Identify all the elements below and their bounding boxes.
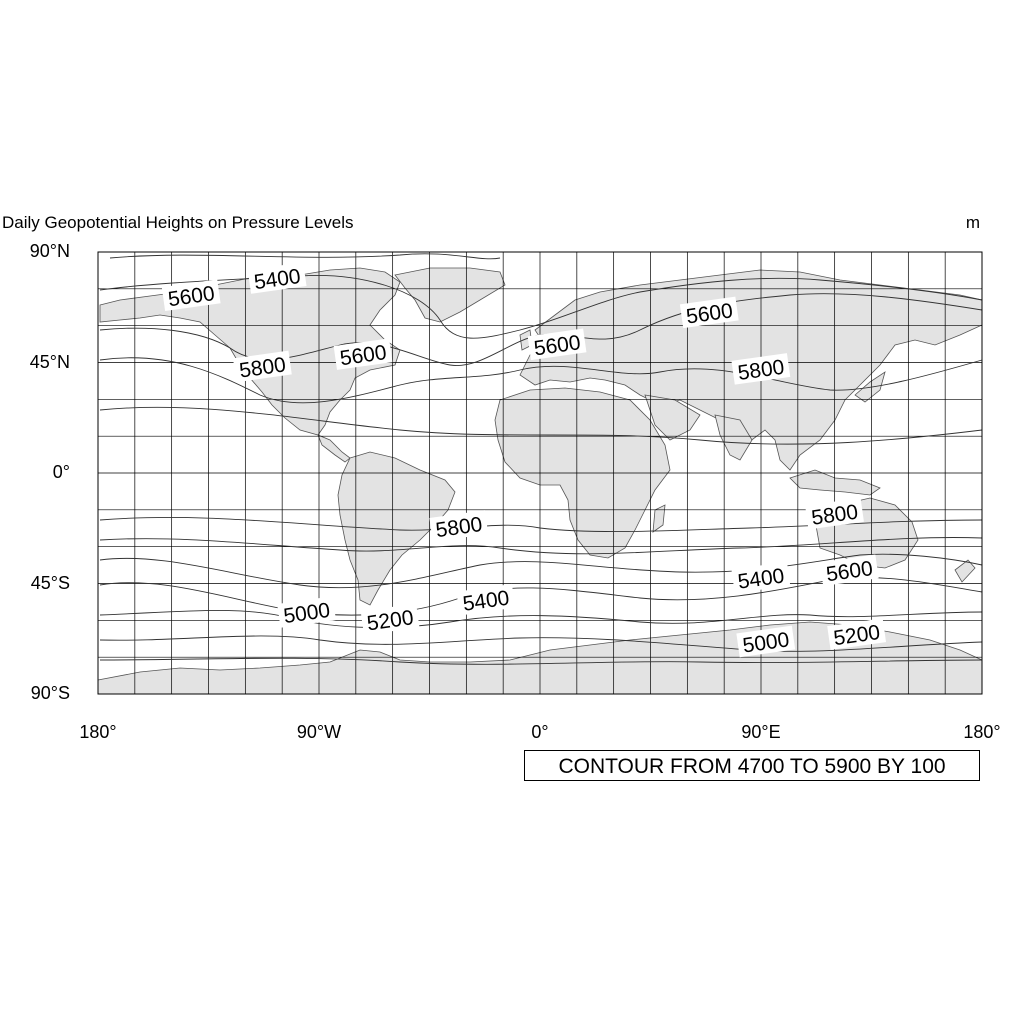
contour-label: 5400 (456, 583, 516, 616)
contour-label-background (827, 618, 887, 650)
contour-label-background (819, 554, 879, 587)
contour-label-background (247, 262, 307, 294)
lat-tick-label: 45°N (29, 352, 70, 372)
lon-tick-label: 90°E (741, 722, 781, 742)
contour-label-background (527, 328, 587, 361)
contour-label-background (232, 350, 292, 383)
contour-line (99, 609, 983, 629)
plot-title: Daily Geopotential Heights on Pressure L… (2, 213, 354, 232)
contour-label-background (731, 353, 791, 385)
lon-tick-label: 0° (531, 722, 549, 742)
contour-label-background (277, 596, 336, 628)
lat-tick-label: 0° (52, 462, 70, 482)
contour-line (99, 357, 983, 404)
greenland-landmass (394, 267, 506, 323)
contour-line (99, 657, 983, 665)
contour-label: 5200 (360, 603, 420, 636)
contour-label-background (456, 583, 516, 616)
madagascar-landmass (652, 504, 666, 533)
contour-lines (99, 253, 983, 665)
contour-label-background (679, 296, 739, 329)
lat-tick-label: 45°S (30, 573, 70, 593)
contour-label: 5600 (527, 328, 587, 361)
contour-line (99, 553, 983, 589)
contour-line (99, 537, 983, 555)
contour-label: 5400 (247, 262, 307, 294)
contour-label: 5200 (827, 618, 887, 650)
arabian-peninsula-landmass (644, 394, 701, 441)
contour-line (99, 635, 983, 652)
contour-info-box: CONTOUR FROM 4700 TO 5900 BY 100 (524, 750, 980, 781)
contour-label: 5800 (805, 497, 864, 530)
contour-line (99, 406, 983, 445)
lon-tick-label: 180° (963, 722, 1001, 742)
lon-tick-label: 90°W (296, 722, 342, 742)
lat-tick-label: 90°N (29, 241, 70, 261)
central-america-landmass (317, 434, 351, 463)
contour-label: 5000 (736, 625, 796, 658)
new-zealand-landmass (954, 559, 976, 583)
contour-label-background (731, 561, 791, 594)
map-frame (97, 251, 983, 695)
contour-label: 5000 (277, 596, 336, 628)
contour-line (99, 293, 983, 366)
contour-label-background (736, 625, 796, 658)
contour-label-background (805, 497, 864, 530)
lon-tick-label: 180° (79, 722, 117, 742)
units-label: m (965, 213, 980, 232)
contour-line (109, 253, 501, 260)
contour-label-background (333, 338, 393, 370)
contour-label: 5600 (161, 279, 221, 311)
lat-tick-label: 90°S (30, 683, 70, 703)
contour-label-background (161, 279, 221, 311)
contour-label-background (360, 603, 420, 636)
contour-label: 5400 (731, 561, 791, 594)
contour-label-background (429, 510, 489, 542)
